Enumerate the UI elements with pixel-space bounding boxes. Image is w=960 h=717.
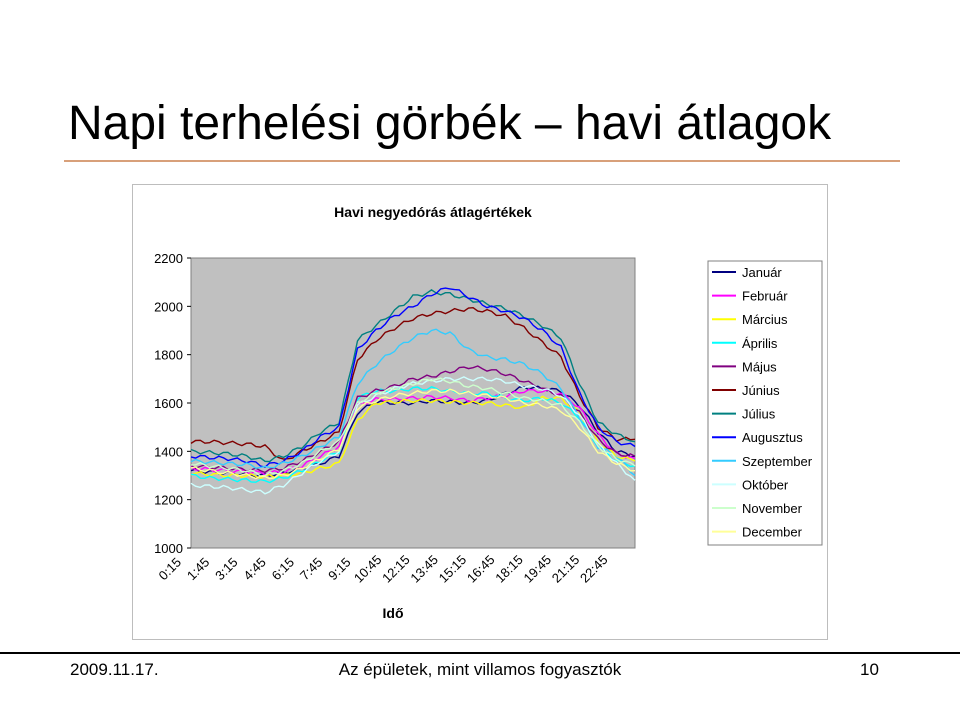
legend-label-12: December bbox=[742, 525, 803, 540]
footer-date: 2009.11.17. bbox=[70, 660, 159, 679]
series-line-8 bbox=[190, 287, 636, 468]
x-tick-label: 13:45 bbox=[407, 552, 441, 586]
x-tick-label: 7:45 bbox=[297, 555, 326, 584]
x-tick-label: 6:15 bbox=[269, 555, 298, 584]
x-tick-label: 3:15 bbox=[212, 555, 241, 584]
slide-title: Napi terhelési görbék – havi átlagok bbox=[68, 97, 832, 150]
x-tick-label: 19:45 bbox=[520, 552, 554, 586]
footer-divider bbox=[0, 652, 960, 654]
page-number: 10 bbox=[860, 660, 879, 679]
x-tick-label: 16:45 bbox=[464, 552, 498, 586]
legend-label-4: Április bbox=[742, 336, 778, 351]
series-line-9 bbox=[190, 328, 636, 477]
y-tick-label: 1400 bbox=[154, 444, 183, 459]
series-line-7 bbox=[190, 289, 636, 463]
series-line-4 bbox=[190, 386, 636, 484]
line-chart: Havi negyedórás átlagértékek 1000 1200 1400… bbox=[154, 204, 823, 621]
x-tick-label: 9:15 bbox=[325, 555, 354, 584]
series-line-10 bbox=[190, 376, 636, 495]
series-line-11 bbox=[190, 377, 636, 477]
legend-label-2: Február bbox=[742, 289, 788, 304]
x-tick-label: 4:45 bbox=[240, 555, 269, 584]
x-tick-label: 10:45 bbox=[351, 552, 385, 586]
x-tick-label: 15:15 bbox=[436, 552, 470, 586]
legend-label-7: Július bbox=[742, 407, 776, 422]
legend-label-11: November bbox=[742, 501, 803, 516]
y-tick-label: 1000 bbox=[154, 541, 183, 556]
legend-label-1: Január bbox=[742, 265, 782, 280]
y-tick-label: 2200 bbox=[154, 251, 183, 266]
chart-frame: Havi negyedórás átlagértékek 1000 1200 1400… bbox=[132, 184, 828, 640]
x-axis-label: Idő bbox=[383, 605, 404, 621]
chart-title: Havi negyedórás átlagértékek bbox=[334, 204, 532, 220]
legend-label-5: Május bbox=[742, 359, 777, 374]
y-tick-label: 1200 bbox=[154, 493, 183, 508]
title-divider bbox=[64, 160, 900, 162]
series-line-5 bbox=[190, 365, 636, 474]
y-tick-label: 1600 bbox=[154, 396, 183, 411]
y-tick-label: 1800 bbox=[154, 348, 183, 363]
legend-label-6: Június bbox=[742, 383, 780, 398]
x-tick-label: 12:15 bbox=[379, 552, 413, 586]
x-tick-label: 1:45 bbox=[184, 555, 213, 584]
series-line-12 bbox=[190, 388, 636, 480]
legend-label-8: Augusztus bbox=[742, 430, 803, 445]
legend-box bbox=[707, 260, 823, 546]
y-tick-label: 2000 bbox=[154, 299, 183, 314]
x-tick-label: 21:15 bbox=[549, 552, 583, 586]
x-tick-label: 0:15 bbox=[156, 555, 185, 584]
footer-title: Az épületek, mint villamos fogyasztók bbox=[338, 660, 622, 679]
x-tick-label: 22:45 bbox=[577, 552, 611, 586]
x-tick-label: 18:15 bbox=[492, 552, 526, 586]
legend-label-3: Március bbox=[742, 312, 788, 327]
legend-label-9: Szeptember bbox=[742, 454, 813, 469]
series-line-6 bbox=[190, 306, 636, 460]
legend-label-10: Október bbox=[742, 477, 789, 492]
